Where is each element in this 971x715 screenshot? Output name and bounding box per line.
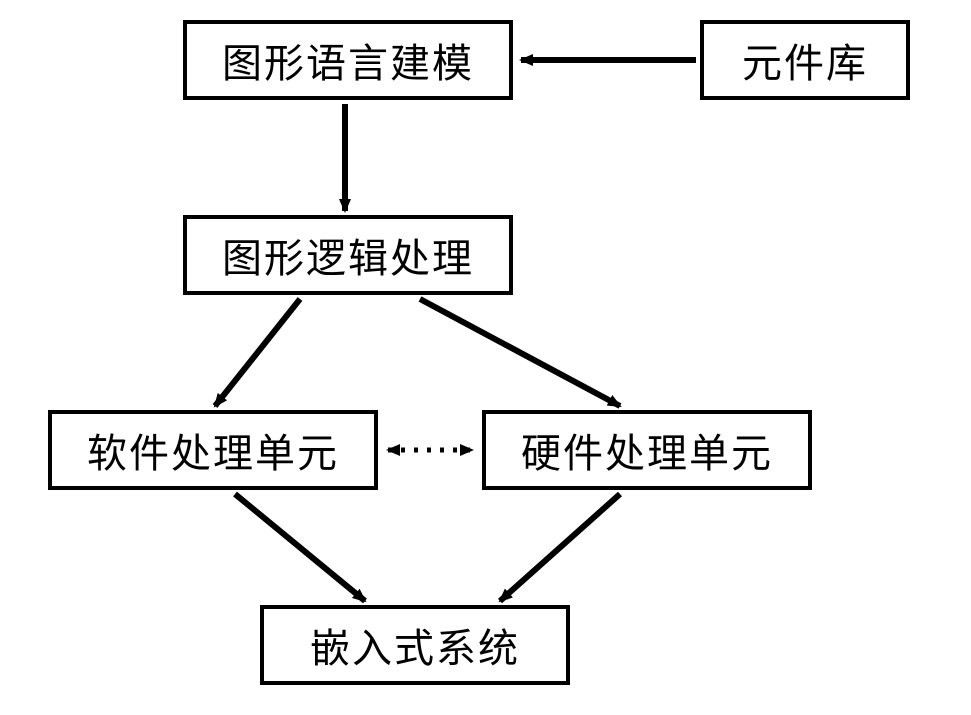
edge-logic-to-software	[215, 299, 300, 406]
node-software-processing-unit: 软件处理单元	[48, 410, 378, 490]
node-label: 图形语言建模	[222, 31, 474, 89]
node-hardware-processing-unit: 硬件处理单元	[482, 410, 812, 490]
edge-logic-to-hardware	[420, 299, 620, 406]
node-label: 硬件处理单元	[521, 421, 773, 479]
node-label: 元件库	[742, 31, 868, 89]
node-graphical-logic-processing: 图形逻辑处理	[183, 215, 513, 295]
node-graphical-modeling: 图形语言建模	[183, 20, 513, 100]
node-component-library: 元件库	[700, 20, 910, 100]
node-embedded-system: 嵌入式系统	[260, 605, 570, 685]
edge-software-to-embedded	[235, 494, 365, 601]
node-label: 嵌入式系统	[310, 616, 520, 674]
edge-hardware-to-embedded	[500, 494, 620, 601]
node-label: 软件处理单元	[87, 421, 339, 479]
node-label: 图形逻辑处理	[222, 226, 474, 284]
